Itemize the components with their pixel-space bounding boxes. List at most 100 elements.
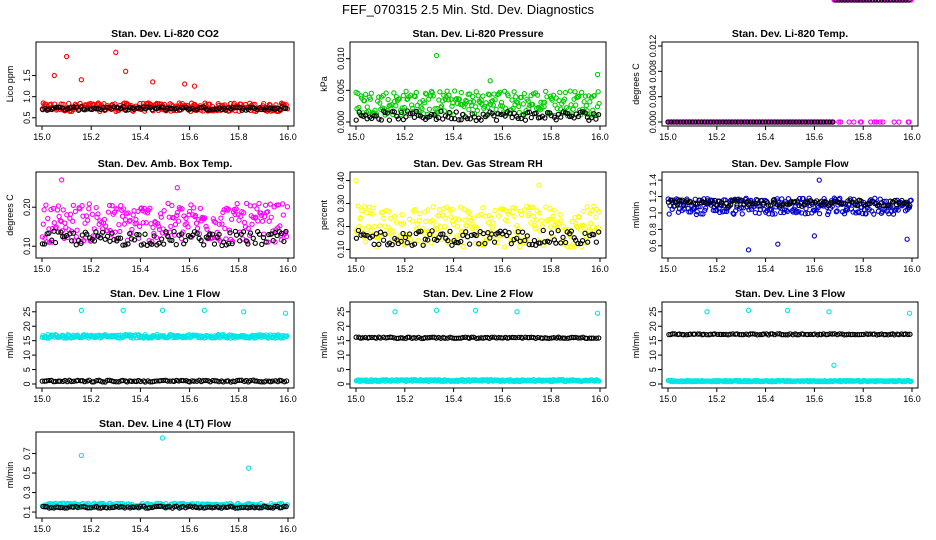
reference-point [698,119,705,125]
y-tick-label: 10 [336,350,346,360]
reference-point [752,200,758,207]
data-point [485,220,492,226]
reference-point [897,0,903,3]
reference-point [448,115,455,122]
data-point [694,209,700,215]
data-point [161,207,167,214]
reference-point [529,241,535,248]
data-point [821,195,827,202]
reference-point [86,505,92,511]
reference-point [189,106,195,112]
reference-point [579,238,586,244]
reference-point [380,237,387,243]
reference-point [760,331,767,337]
data-point [43,202,49,208]
data-point [211,218,217,224]
outlier-point [150,79,156,85]
data-point [846,119,852,125]
x-tick-label: 15.2 [82,264,100,274]
reference-point [805,119,811,125]
data-point [430,93,436,99]
data-point [94,214,100,220]
reference-point [689,119,696,125]
reference-point [263,239,269,245]
plot-frame [349,41,607,127]
reference-point [562,239,569,246]
reference-point [104,505,110,511]
reference-point [577,109,584,115]
data-points [353,177,602,250]
x-tick-label: 15.0 [659,132,677,142]
data-point [109,203,115,209]
data-point [127,217,133,224]
reference-point [151,233,157,239]
data-point [453,233,460,239]
reference-point [59,504,65,511]
data-point [72,208,79,215]
reference-point [595,112,602,118]
reference-point [238,377,245,383]
y-tick-label: 15 [22,336,32,346]
reference-point [411,114,418,120]
data-point [478,211,484,218]
reference-point [111,236,117,243]
reference-point [874,332,880,338]
reference-point [357,335,364,341]
reference-point [514,235,520,241]
data-point [891,119,897,125]
data-point [471,215,477,221]
data-point [505,211,512,217]
y-tick-label: 25 [336,307,346,317]
x-tick-label: 15.8 [542,132,560,142]
data-point [534,92,541,98]
reference-point [548,335,555,341]
reference-point [553,240,559,246]
data-point [220,209,226,216]
data-point [417,210,423,217]
data-point [596,378,602,384]
reference-point [259,241,265,248]
reference-point [830,119,836,125]
data-point [439,98,446,104]
data-point [261,213,268,220]
reference-point [588,115,594,121]
x-tick-label: 16.0 [591,394,609,404]
data-point [259,218,266,224]
data-point [666,211,672,217]
reference-point [854,0,860,3]
data-point [93,204,99,211]
chart-title: Stan. Dev. Gas Stream RH [413,158,542,170]
reference-point [362,232,368,238]
reference-point [229,240,235,247]
x-tick-label: 16.0 [903,264,921,274]
data-point [595,89,601,95]
reference-point [376,241,382,247]
reference-point [560,234,566,241]
reference-point [164,504,170,510]
reference-point [458,238,464,245]
data-point [836,119,842,125]
x-tick-label: 15.6 [494,394,512,404]
reference-point [787,331,793,337]
data-point [442,96,448,103]
reference-point [468,334,475,340]
reference-point [281,503,287,510]
y-tick-label: 1.0 [648,207,658,220]
reference-point [453,109,459,115]
reference-point [201,242,207,248]
reference-point [681,202,687,209]
reference-point [752,331,758,337]
reference-point [131,237,138,243]
data-point [485,104,491,110]
data-point [492,207,498,214]
data-point [66,100,72,107]
data-point [195,217,202,223]
reference-point [41,241,48,247]
reference-point [260,234,267,241]
reference-point [442,335,448,341]
x-tick-label: 16.0 [279,524,297,534]
data-point [530,204,536,210]
data-point [575,213,582,219]
reference-point [176,232,182,238]
reference-point [717,119,723,125]
